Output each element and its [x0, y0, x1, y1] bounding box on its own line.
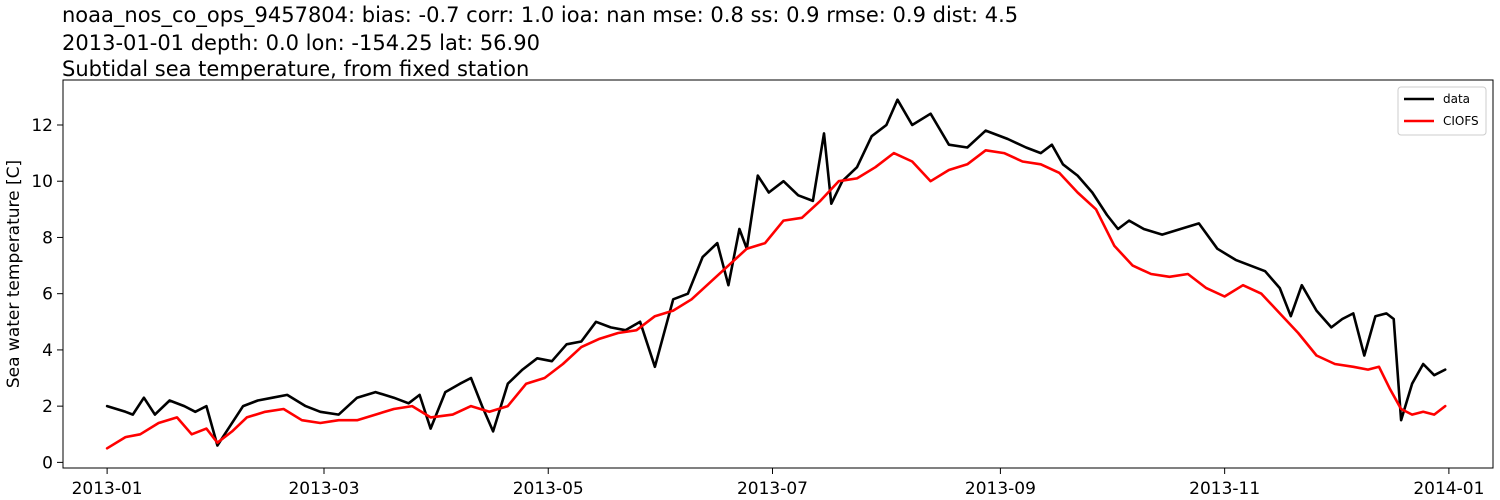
y-tick-label: 4: [42, 341, 53, 361]
plot-frame: [62, 79, 1494, 469]
chart-title-line-2: 2013-01-01 depth: 0.0 lon: -154.25 lat: …: [62, 31, 540, 55]
legend-label-data: data: [1443, 92, 1470, 106]
y-tick-label: 10: [31, 172, 53, 192]
x-tick-label: 2013-03: [288, 479, 359, 499]
y-tick-label: 6: [42, 285, 53, 305]
x-tick-label: 2013-09: [965, 479, 1036, 499]
y-axis: 0 2 4 6 8 10 12: [31, 116, 63, 473]
series-layer: [105, 98, 1447, 450]
y-tick-label: 0: [42, 453, 53, 473]
series-line-data: [105, 98, 1447, 447]
legend-label-ciofs: CIOFS: [1443, 114, 1479, 128]
legend: data CIOFS: [1397, 86, 1487, 136]
chart-title-line-3: Subtidal sea temperature, from fixed sta…: [62, 57, 529, 81]
y-tick-label: 8: [42, 228, 53, 248]
y-tick-label: 12: [31, 116, 53, 136]
y-axis-label: Sea water temperature [C]: [4, 160, 24, 388]
x-tick-label: 2014-01: [1413, 479, 1484, 499]
series-line-ciofs: [105, 149, 1447, 450]
y-tick-label: 2: [42, 397, 53, 417]
x-tick-label: 2013-01: [72, 479, 143, 499]
x-tick-label: 2013-11: [1189, 479, 1260, 499]
x-axis: 2013-01 2013-03 2013-05 2013-07 2013-09 2013-…: [72, 468, 1484, 499]
x-tick-label: 2013-07: [737, 479, 808, 499]
chart-title-line-1: noaa_nos_co_ops_9457804: bias: -0.7 corr…: [62, 3, 1018, 28]
x-tick-label: 2013-05: [513, 479, 584, 499]
